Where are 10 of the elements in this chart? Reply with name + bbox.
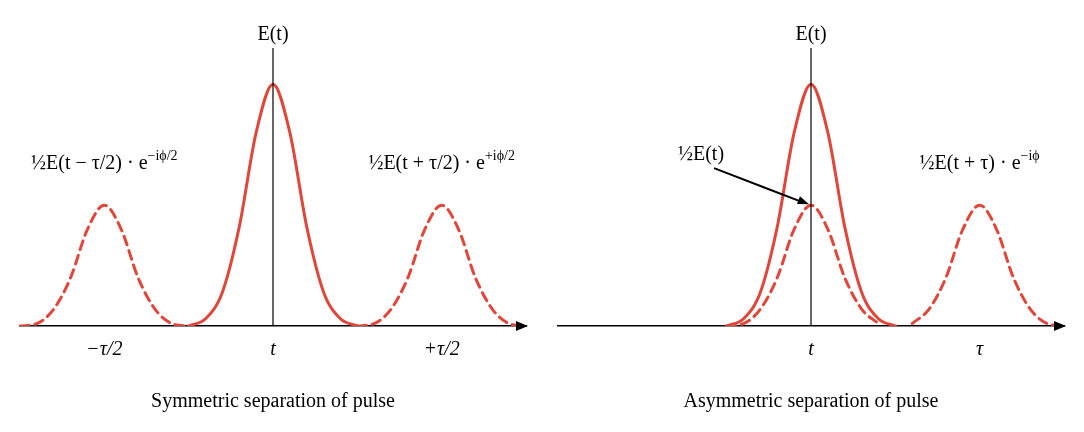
y-axis-title: E(t) [257,22,289,45]
x-axis-title: Symmetric separation of pulse [151,389,396,413]
x-tick-label: τ [976,337,985,360]
x-tick-label: +τ/2 [423,337,460,360]
y-axis-title: E(t) [795,22,827,45]
x-axis-title: Asymmetric separation of pulse [683,389,939,413]
x-tick-label: t [808,337,815,360]
annotation: ½E(t) [677,142,725,166]
x-tick-label: t [270,337,277,360]
x-tick-label: −τ/2 [86,337,123,360]
